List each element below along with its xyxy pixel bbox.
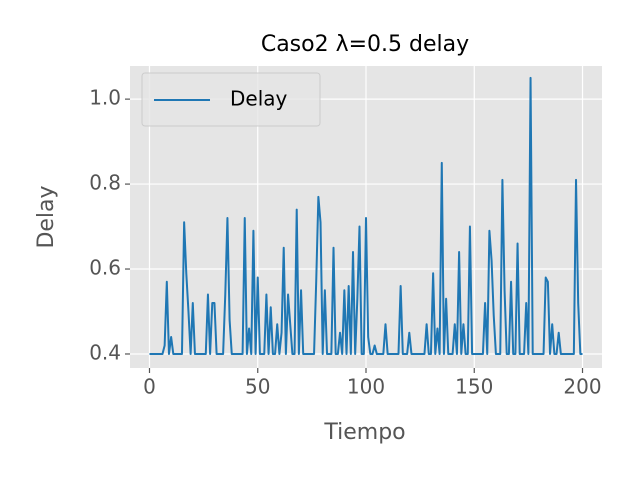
x-tick-label: 200 <box>563 375 601 399</box>
x-tick-label: 0 <box>143 375 156 399</box>
y-tick-label: 1.0 <box>89 86 121 110</box>
x-axis-label: Tiempo <box>323 420 405 445</box>
x-tick-label: 150 <box>455 375 493 399</box>
y-tick-label: 0.4 <box>89 340 121 364</box>
legend-label: Delay <box>230 87 288 111</box>
y-axis-label: Delay <box>34 185 59 248</box>
chart-title: Caso2 λ=0.5 delay <box>261 32 469 57</box>
x-tick-label: 50 <box>245 375 270 399</box>
legend: Delay <box>141 72 321 127</box>
y-tick-label: 0.8 <box>89 171 121 195</box>
data-line <box>149 76 583 355</box>
x-tick-label: 100 <box>347 375 385 399</box>
y-tick-label: 0.6 <box>89 256 121 280</box>
legend-box <box>141 72 321 127</box>
